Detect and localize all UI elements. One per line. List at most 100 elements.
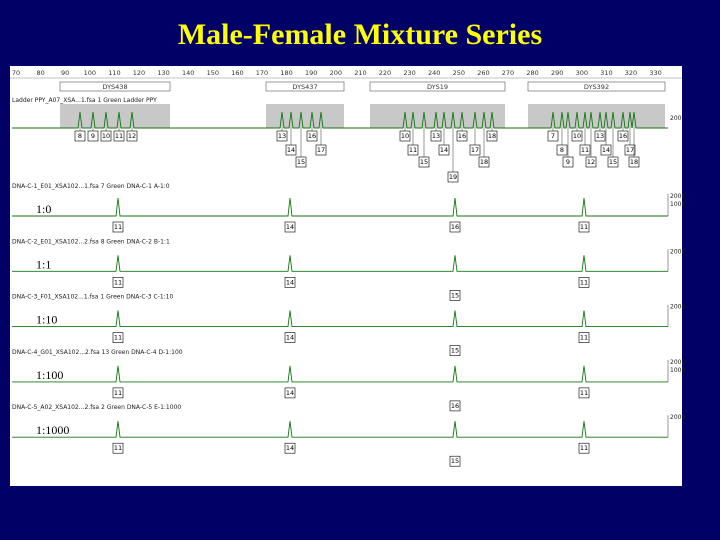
size-label: 240 <box>428 69 440 77</box>
size-label: 260 <box>477 69 489 77</box>
allele-box <box>112 221 124 233</box>
scale-label: 2000 <box>670 248 685 255</box>
scale-label: 2000 <box>670 414 685 421</box>
ladder-trace <box>12 111 668 129</box>
allele-label: 14 <box>440 146 448 154</box>
allele-box <box>578 442 590 454</box>
allele-label: 11 <box>580 223 588 231</box>
slide-title: Male-Female Mixture Series <box>178 18 542 51</box>
size-label: 100 <box>84 69 96 77</box>
allele-label: 16 <box>458 132 466 140</box>
allele-label: 12 <box>128 132 136 140</box>
ratio-label: 1:1 <box>36 257 51 271</box>
size-label: 270 <box>502 69 514 77</box>
allele-box <box>449 345 461 356</box>
sample-trace <box>12 421 668 438</box>
scale-label: 1000 <box>670 367 685 374</box>
size-label: 230 <box>403 69 415 77</box>
allele-label: 10 <box>102 132 110 140</box>
allele-box <box>449 400 461 412</box>
allele-label: 14 <box>602 146 610 154</box>
allele-label: 15 <box>451 457 459 465</box>
allele-box <box>284 276 296 288</box>
size-label: 130 <box>157 69 169 77</box>
marker-box <box>265 81 345 92</box>
allele-label: 11 <box>115 132 123 140</box>
bin-shade <box>60 104 170 128</box>
size-label: 170 <box>256 69 268 77</box>
sample-trace <box>12 310 668 328</box>
allele-label: 13 <box>596 132 604 140</box>
marker-box <box>59 81 171 92</box>
allele-label: 14 <box>286 334 294 342</box>
allele-label: 15 <box>609 158 617 166</box>
marker-box <box>527 81 666 92</box>
sample-label: DNA-C-4_G01_XSA102...2.fsa 13 Green DNA-… <box>12 349 183 356</box>
allele-box <box>578 276 590 288</box>
allele-label: 18 <box>480 158 488 166</box>
size-label: 200 <box>330 69 342 77</box>
allele-box <box>112 332 124 343</box>
allele-label: 11 <box>581 146 589 154</box>
marker-label: DYS392 <box>584 83 609 91</box>
ladder-scale: 200 <box>670 115 682 122</box>
allele-label: 14 <box>286 444 294 452</box>
size-label: 330 <box>649 69 661 77</box>
allele-label: 11 <box>114 334 122 342</box>
size-label: 70 <box>12 69 20 77</box>
size-label: 210 <box>354 69 366 77</box>
allele-box <box>112 442 124 454</box>
allele-label: 11 <box>114 389 122 397</box>
allele-label: 14 <box>287 146 295 154</box>
size-label: 300 <box>576 69 588 77</box>
allele-label: 17 <box>626 146 634 154</box>
allele-label: 11 <box>409 146 417 154</box>
size-label: 310 <box>600 69 612 77</box>
scale-label: 2000 <box>670 304 685 311</box>
size-label: 80 <box>36 69 44 77</box>
size-label: 280 <box>526 69 538 77</box>
scale-label: 2000 <box>670 193 685 200</box>
marker-label: DYS19 <box>427 83 448 91</box>
allele-label: 16 <box>619 132 627 140</box>
allele-label: 11 <box>114 444 122 452</box>
sample-trace <box>12 255 668 272</box>
size-label: 140 <box>182 69 194 77</box>
size-label: 190 <box>305 69 317 77</box>
ratio-label: 1:1000 <box>36 423 69 437</box>
sample-label: DNA-C-2_E01_XSA102...2.fsa 8 Green DNA-C… <box>12 238 170 245</box>
marker-box <box>369 81 506 92</box>
sample-label: DNA-C-1_E01_XSA102...1.fsa 7 Green DNA-C… <box>12 183 170 190</box>
sample-label: DNA-C-3_F01_XSA102...1.fsa 1 Green DNA-C… <box>12 294 173 301</box>
allele-label: 9 <box>91 132 95 140</box>
size-label: 250 <box>453 69 465 77</box>
allele-label: 15 <box>451 347 459 355</box>
allele-label: 11 <box>114 278 122 286</box>
marker-label: DYS437 <box>292 83 317 91</box>
allele-label: 11 <box>580 389 588 397</box>
sample-label: DNA-C-5_A02_XSA102...2.fsa 2 Green DNA-C… <box>12 404 181 411</box>
allele-label: 8 <box>78 132 82 140</box>
ratio-label: 1:0 <box>36 202 51 216</box>
bin-shade <box>266 104 344 128</box>
allele-label: 14 <box>286 389 294 397</box>
allele-label: 9 <box>566 158 570 166</box>
allele-label: 11 <box>580 334 588 342</box>
size-label: 290 <box>551 69 563 77</box>
sample-trace <box>12 365 668 383</box>
size-label: 120 <box>133 69 145 77</box>
allele-label: 17 <box>317 146 325 154</box>
allele-label: 13 <box>432 132 440 140</box>
allele-label: 14 <box>286 278 294 286</box>
allele-box <box>449 221 461 233</box>
allele-label: 12 <box>587 158 595 166</box>
allele-label: 18 <box>488 132 496 140</box>
size-label: 320 <box>625 69 637 77</box>
scale-label: 2000 <box>670 359 685 366</box>
allele-label: 8 <box>560 146 564 154</box>
allele-box <box>112 276 124 288</box>
allele-label: 11 <box>114 223 122 231</box>
allele-label: 15 <box>451 291 459 299</box>
ladder-label: Ladder PPY_A07_XSA...1.fsa 1 Green Ladde… <box>12 97 157 104</box>
